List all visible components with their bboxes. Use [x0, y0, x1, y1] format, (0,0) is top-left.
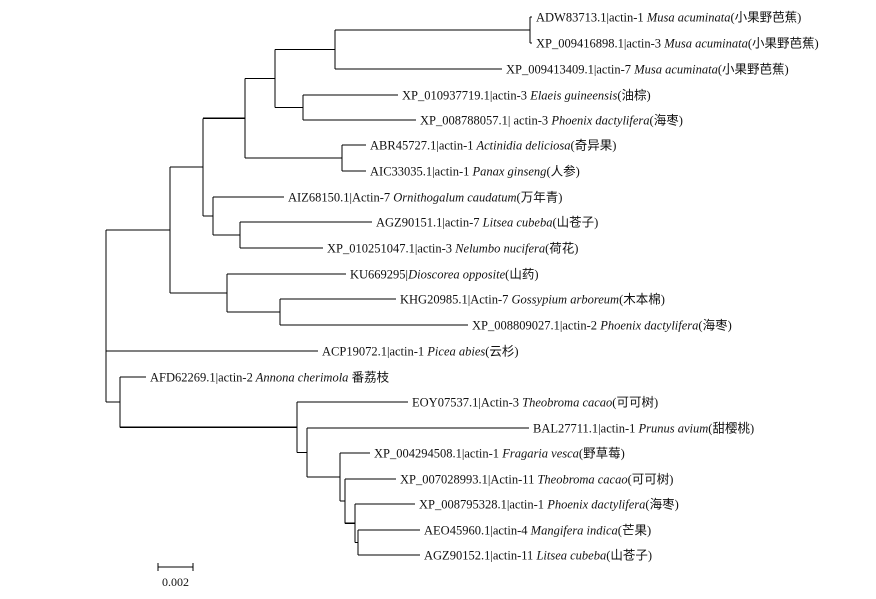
leaf-accession: KU669295| [350, 268, 408, 282]
leaf-accession: ABR45727.1|actin-1 [370, 139, 474, 153]
leaf-species: Annona cherimola [253, 371, 349, 385]
leaf-common-name: (可可树) [628, 472, 674, 487]
leaf-accession: AIC33035.1|actin-1 [370, 165, 469, 179]
leaf-species: Panax ginseng [469, 165, 546, 179]
leaf-label: XP_010251047.1|actin-3 Nelumbo nucifera(… [327, 241, 578, 256]
leaf-accession: XP_009413409.1|actin-7 [506, 63, 631, 77]
leaf-common-name: (小果野芭蕉) [731, 11, 802, 25]
leaf-species: Nelumbo nucifera [452, 242, 545, 256]
leaf-label: XP_004294508.1|actin-1 Fragaria vesca(野草… [374, 447, 625, 461]
leaf-accession: KHG20985.1|Actin-7 [400, 293, 508, 307]
leaf-common-name: (油棕) [617, 88, 650, 103]
leaf-common-name: (人参) [546, 164, 579, 179]
leaf-label: XP_009413409.1|actin-7 Musa acuminata(小果… [506, 63, 789, 77]
leaf-species: Ornithogalum caudatum [390, 191, 516, 205]
leaf-accession: AIZ68150.1|Actin-7 [288, 191, 390, 205]
leaf-label: ABR45727.1|actin-1 Actinidia deliciosa(奇… [370, 139, 616, 153]
leaf-accession: XP_004294508.1|actin-1 [374, 447, 499, 461]
leaf-common-name: (野草莓) [579, 447, 625, 461]
leaf-accession: EOY07537.1|Actin-3 [412, 396, 519, 410]
leaf-label: ACP19072.1|actin-1 Picea abies(云杉) [322, 345, 519, 359]
leaf-common-name: (木本棉) [619, 293, 665, 307]
leaf-species: Phoenix dactylifera [544, 498, 645, 512]
leaf-species: Phoenix dactylifera [597, 319, 698, 333]
leaf-common-name: (山苍子) [606, 549, 652, 563]
leaf-accession: XP_008795328.1|actin-1 [419, 498, 544, 512]
leaf-species: Litsea cubeba [533, 549, 606, 563]
leaf-labels: ADW83713.1|actin-1 Musa acuminata(小果野芭蕉)… [150, 11, 819, 563]
leaf-common-name: (云杉) [485, 345, 518, 359]
leaf-species: Gossypium arboreum [508, 293, 619, 307]
leaf-common-name: (甜樱桃) [708, 421, 754, 436]
leaf-label: AIC33035.1|actin-1 Panax ginseng(人参) [370, 164, 580, 179]
leaf-common-name: (可可树) [612, 395, 658, 410]
leaf-common-name: (荷花) [545, 241, 578, 256]
leaf-species: Musa acuminata [644, 11, 731, 25]
leaf-common-name: (海枣) [650, 113, 683, 128]
leaf-species: Mangifera indica [528, 524, 618, 538]
leaf-label: KU669295|Dioscorea opposite(山药) [350, 268, 539, 282]
leaf-accession: XP_008788057.1| actin-3 [420, 114, 548, 128]
leaf-common-name: (奇异果) [571, 139, 617, 153]
leaf-accession: XP_009416898.1|actin-3 [536, 37, 661, 51]
leaf-common-name: (山药) [505, 268, 538, 282]
leaf-label: ADW83713.1|actin-1 Musa acuminata(小果野芭蕉) [536, 11, 801, 25]
leaf-label: KHG20985.1|Actin-7 Gossypium arboreum(木本… [400, 293, 665, 307]
leaf-accession: XP_007028993.1|Actin-11 [400, 473, 534, 487]
leaf-accession: AFD62269.1|actin-2 [150, 371, 253, 385]
leaf-accession: AGZ90151.1|actin-7 [376, 216, 480, 230]
leaf-common-name: (万年青) [517, 191, 563, 205]
leaf-accession: XP_010937719.1|actin-3 [402, 89, 527, 103]
leaf-common-name: (海枣) [698, 318, 731, 333]
leaf-species: Prunus avium [635, 422, 708, 436]
leaf-label: XP_010937719.1|actin-3 Elaeis guineensis… [402, 88, 651, 103]
leaf-label: EOY07537.1|Actin-3 Theobroma cacao(可可树) [412, 395, 658, 410]
leaf-label: XP_008788057.1| actin-3 Phoenix dactylif… [420, 113, 683, 128]
leaf-accession: ACP19072.1|actin-1 [322, 345, 424, 359]
leaf-species: Theobroma cacao [534, 473, 627, 487]
leaf-accession: XP_010251047.1|actin-3 [327, 242, 452, 256]
leaf-label: XP_009416898.1|actin-3 Musa acuminata(小果… [536, 37, 819, 51]
scale-bar-label: 0.002 [162, 575, 189, 589]
leaf-species: Elaeis guineensis [527, 89, 617, 103]
scale-bar: 0.002 [157, 563, 194, 589]
leaf-common-name: (芒果) [618, 523, 651, 538]
leaf-species: Fragaria vesca [499, 447, 579, 461]
leaf-accession: XP_008809027.1|actin-2 [472, 319, 597, 333]
leaf-species: Theobroma cacao [519, 396, 612, 410]
leaf-species: Musa acuminata [661, 37, 748, 51]
leaf-common-name: (小果野芭蕉) [748, 37, 819, 51]
leaf-species: Picea abies [424, 345, 485, 359]
leaf-label: AFD62269.1|actin-2 Annona cherimola 番荔枝 [150, 370, 390, 385]
leaf-species: Musa acuminata [631, 63, 718, 77]
leaf-label: BAL27711.1|actin-1 Prunus avium(甜樱桃) [533, 421, 754, 436]
leaf-label: AIZ68150.1|Actin-7 Ornithogalum caudatum… [288, 191, 562, 205]
leaf-common-name: 番荔枝 [348, 370, 389, 385]
leaf-accession: AEO45960.1|actin-4 [424, 524, 528, 538]
leaf-label: AGZ90151.1|actin-7 Litsea cubeba(山苍子) [376, 216, 598, 230]
leaf-species: Actinidia deliciosa [474, 139, 571, 153]
leaf-accession: AGZ90152.1|actin-11 [424, 549, 533, 563]
leaf-common-name: (海枣) [645, 497, 678, 512]
leaf-label: AGZ90152.1|actin-11 Litsea cubeba(山苍子) [424, 549, 652, 563]
leaf-common-name: (山苍子) [552, 216, 598, 230]
tree-branches [105, 16, 532, 556]
leaf-label: XP_008809027.1|actin-2 Phoenix dactylife… [472, 318, 732, 333]
leaf-species: Litsea cubeba [480, 216, 553, 230]
leaf-common-name: (小果野芭蕉) [718, 63, 789, 77]
leaf-species: Dioscorea opposite [407, 268, 506, 282]
leaf-accession: ADW83713.1|actin-1 [536, 11, 644, 25]
leaf-label: AEO45960.1|actin-4 Mangifera indica(芒果) [424, 523, 651, 538]
leaf-species: Phoenix dactylifera [548, 114, 649, 128]
leaf-label: XP_008795328.1|actin-1 Phoenix dactylife… [419, 497, 679, 512]
leaf-label: XP_007028993.1|Actin-11 Theobroma cacao(… [400, 472, 673, 487]
leaf-accession: BAL27711.1|actin-1 [533, 422, 635, 436]
